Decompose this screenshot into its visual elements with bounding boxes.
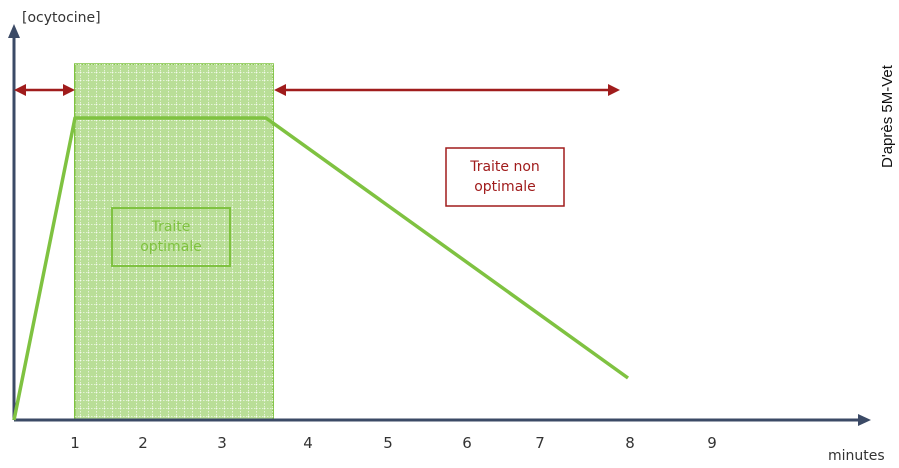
- optimal-label-text: Traite: [151, 219, 191, 235]
- x-tick-label: 7: [535, 434, 545, 452]
- x-tick-label: 1: [70, 434, 80, 452]
- x-tick-label: 5: [383, 434, 393, 452]
- x-tick-label: 9: [707, 434, 717, 452]
- x-axis-arrowhead: [858, 414, 871, 426]
- y-axis-arrowhead: [8, 24, 20, 38]
- x-axis-title: minutes: [828, 448, 885, 464]
- x-tick-label: 2: [138, 434, 148, 452]
- x-tick-label: 6: [462, 434, 472, 452]
- non-optimal-label-text: optimale: [474, 179, 536, 195]
- non-optimal-label-text: Traite non: [469, 159, 540, 175]
- non-optimal-label-box: [445, 147, 565, 207]
- optimal-zone-grid: [74, 64, 274, 420]
- optimal-label-text: optimale: [140, 239, 202, 255]
- ocytocin-curve: [12, 116, 630, 421]
- y-axis-title: [ocytocine]: [22, 10, 101, 26]
- non-optimal-arrowhead-right: [63, 84, 75, 96]
- optimal-label-box: [111, 207, 231, 267]
- x-tick-label: 4: [303, 434, 313, 452]
- non-optimal-arrowhead-left: [274, 84, 286, 96]
- x-tick-label: 8: [625, 434, 635, 452]
- source-credit: D'après 5M-Vet: [879, 64, 896, 168]
- x-tick-label: 3: [217, 434, 227, 452]
- non-optimal-arrowhead-left: [14, 84, 26, 96]
- non-optimal-arrowhead-right: [608, 84, 620, 96]
